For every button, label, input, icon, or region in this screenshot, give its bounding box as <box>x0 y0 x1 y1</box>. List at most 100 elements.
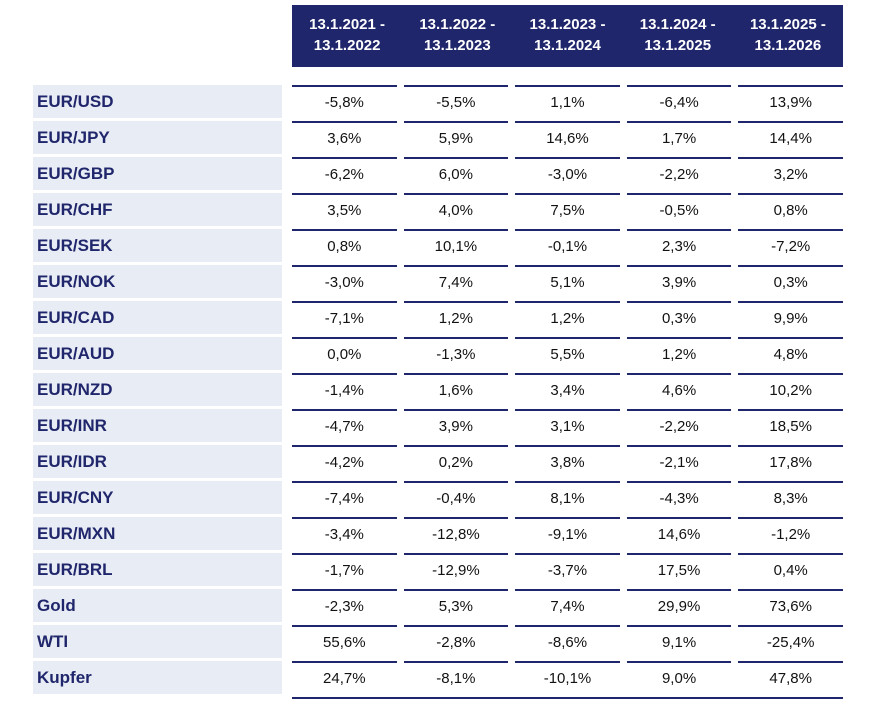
value-cell: 0,8% <box>292 229 397 262</box>
value-cell: 0,3% <box>626 301 732 334</box>
value-cell: -3,0% <box>292 265 397 298</box>
row-label: EUR/NZD <box>33 373 282 406</box>
value-cell: -0,1% <box>515 229 620 262</box>
table-row: EUR/CNY -7,4% -0,4% 8,1% -4,3% 8,3% <box>33 481 869 514</box>
value-cell: 5,5% <box>515 337 620 370</box>
value-cell: 6,0% <box>403 157 509 190</box>
value-cell: -2,2% <box>626 409 732 442</box>
row-values: -3,4% -12,8% -9,1% 14,6% -1,2% <box>292 517 853 550</box>
value-cell: 7,5% <box>515 193 620 226</box>
row-label: Gold <box>33 589 282 622</box>
value-cell: -1,7% <box>292 553 397 586</box>
row-values: -4,7% 3,9% 3,1% -2,2% 18,5% <box>292 409 853 442</box>
value-cell: 1,2% <box>403 301 509 334</box>
value-cell: 3,8% <box>515 445 620 478</box>
value-cell: 7,4% <box>515 589 620 622</box>
value-cell: 4,8% <box>738 337 843 370</box>
value-cell: -6,4% <box>626 85 732 118</box>
value-cell: -2,1% <box>626 445 732 478</box>
value-cell: 9,9% <box>738 301 843 334</box>
value-cell: 1,7% <box>626 121 732 154</box>
value-cell: -8,6% <box>515 625 620 658</box>
value-cell: -3,4% <box>292 517 397 550</box>
value-cell: 3,6% <box>292 121 397 154</box>
table-header-row: 13.1.2021 - 13.1.2022 13.1.2022 - 13.1.2… <box>292 5 843 67</box>
table-body: EUR/USD -5,8% -5,5% 1,1% -6,4% 13,9% EUR… <box>33 85 869 694</box>
value-cell: 1,2% <box>515 301 620 334</box>
value-cell: 0,4% <box>738 553 843 586</box>
value-cell: 10,1% <box>403 229 509 262</box>
value-cell: -10,1% <box>515 661 620 694</box>
value-cell: 14,4% <box>738 121 843 154</box>
value-cell: 14,6% <box>626 517 732 550</box>
value-cell: 1,6% <box>403 373 509 406</box>
row-values: 3,6% 5,9% 14,6% 1,7% 14,4% <box>292 121 853 154</box>
row-label: EUR/SEK <box>33 229 282 262</box>
value-cell: -5,8% <box>292 85 397 118</box>
row-values: -4,2% 0,2% 3,8% -2,1% 17,8% <box>292 445 853 478</box>
table-row: EUR/CAD -7,1% 1,2% 1,2% 0,3% 9,9% <box>33 301 869 334</box>
table-row: EUR/JPY 3,6% 5,9% 14,6% 1,7% 14,4% <box>33 121 869 154</box>
row-values: 0,8% 10,1% -0,1% 2,3% -7,2% <box>292 229 853 262</box>
value-cell: 17,5% <box>626 553 732 586</box>
value-cell: -2,2% <box>626 157 732 190</box>
table-bottom-rule <box>292 697 843 699</box>
row-label: WTI <box>33 625 282 658</box>
value-cell: -5,5% <box>403 85 509 118</box>
value-cell: -12,9% <box>403 553 509 586</box>
row-values: -6,2% 6,0% -3,0% -2,2% 3,2% <box>292 157 853 190</box>
row-label: EUR/CAD <box>33 301 282 334</box>
value-cell: -0,4% <box>403 481 509 514</box>
value-cell: -2,3% <box>292 589 397 622</box>
value-cell: 18,5% <box>738 409 843 442</box>
value-cell: 3,9% <box>626 265 732 298</box>
value-cell: 17,8% <box>738 445 843 478</box>
value-cell: 29,9% <box>626 589 732 622</box>
value-cell: 0,0% <box>292 337 397 370</box>
value-cell: -4,7% <box>292 409 397 442</box>
value-cell: 24,7% <box>292 661 397 694</box>
row-values: -1,4% 1,6% 3,4% 4,6% 10,2% <box>292 373 853 406</box>
value-cell: -9,1% <box>515 517 620 550</box>
column-header-period-3: 13.1.2023 - 13.1.2024 <box>529 16 606 54</box>
row-values: -1,7% -12,9% -3,7% 17,5% 0,4% <box>292 553 853 586</box>
value-cell: 7,4% <box>403 265 509 298</box>
value-cell: 47,8% <box>738 661 843 694</box>
value-cell: -1,3% <box>403 337 509 370</box>
row-label: Kupfer <box>33 661 282 694</box>
row-values: 24,7% -8,1% -10,1% 9,0% 47,8% <box>292 661 853 694</box>
table-row: EUR/AUD 0,0% -1,3% 5,5% 1,2% 4,8% <box>33 337 869 370</box>
column-header-period-5: 13.1.2025 - 13.1.2026 <box>749 16 826 54</box>
row-label: EUR/BRL <box>33 553 282 586</box>
table-row: EUR/SEK 0,8% 10,1% -0,1% 2,3% -7,2% <box>33 229 869 262</box>
value-cell: -7,1% <box>292 301 397 334</box>
table-row: EUR/NOK -3,0% 7,4% 5,1% 3,9% 0,3% <box>33 265 869 298</box>
value-cell: -0,5% <box>626 193 732 226</box>
value-cell: 0,8% <box>738 193 843 226</box>
table-row: EUR/USD -5,8% -5,5% 1,1% -6,4% 13,9% <box>33 85 869 118</box>
value-cell: 8,3% <box>738 481 843 514</box>
row-values: -7,1% 1,2% 1,2% 0,3% 9,9% <box>292 301 853 334</box>
row-values: -3,0% 7,4% 5,1% 3,9% 0,3% <box>292 265 853 298</box>
value-cell: 5,1% <box>515 265 620 298</box>
column-header-period-1: 13.1.2021 - 13.1.2022 <box>309 16 386 54</box>
row-values: 0,0% -1,3% 5,5% 1,2% 4,8% <box>292 337 853 370</box>
value-cell: 3,9% <box>403 409 509 442</box>
value-cell: 3,1% <box>515 409 620 442</box>
row-values: -5,8% -5,5% 1,1% -6,4% 13,9% <box>292 85 853 118</box>
row-label: EUR/IDR <box>33 445 282 478</box>
row-values: 3,5% 4,0% 7,5% -0,5% 0,8% <box>292 193 853 226</box>
table-row: Kupfer 24,7% -8,1% -10,1% 9,0% 47,8% <box>33 661 869 694</box>
value-cell: 5,3% <box>403 589 509 622</box>
table-row: EUR/MXN -3,4% -12,8% -9,1% 14,6% -1,2% <box>33 517 869 550</box>
row-label: EUR/NOK <box>33 265 282 298</box>
value-cell: 4,6% <box>626 373 732 406</box>
value-cell: 9,1% <box>626 625 732 658</box>
value-cell: -4,2% <box>292 445 397 478</box>
value-cell: 0,2% <box>403 445 509 478</box>
value-cell: -4,3% <box>626 481 732 514</box>
value-cell: -3,7% <box>515 553 620 586</box>
value-cell: 55,6% <box>292 625 397 658</box>
value-cell: -1,4% <box>292 373 397 406</box>
